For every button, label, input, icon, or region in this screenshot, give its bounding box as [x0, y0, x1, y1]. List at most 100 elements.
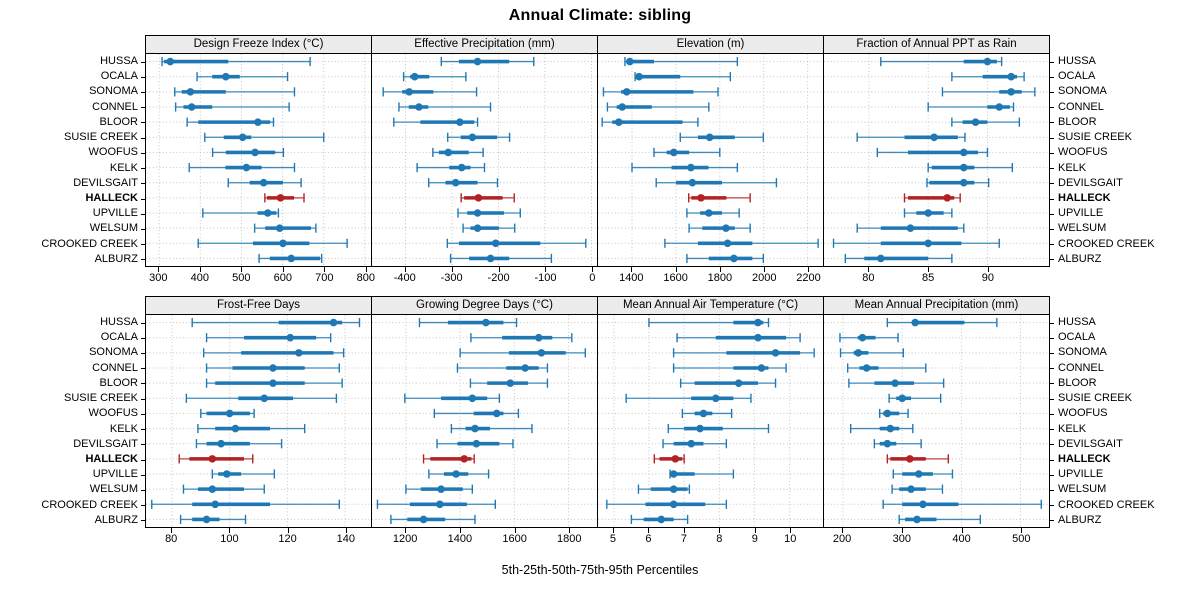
y-axis-tick: [1050, 429, 1054, 431]
station-label-crooked-creek: CROOKED CREEK: [1058, 237, 1155, 250]
median-dot: [415, 103, 423, 111]
station-label-bloor: BLOOR: [1058, 376, 1097, 389]
panel-strip-title: Design Freeze Index (°C): [145, 35, 372, 54]
series-woofus: [211, 147, 285, 158]
series-susie-creek: [625, 393, 752, 403]
station-label-sonoma: SONOMA: [89, 85, 138, 98]
station-label-woofus: WOOFUS: [88, 146, 139, 159]
median-dot: [622, 88, 631, 96]
series-alburz: [898, 514, 982, 525]
series-upville: [686, 208, 740, 218]
series-welsum: [891, 484, 944, 494]
series-hussa: [624, 56, 739, 67]
station-label-sonoma: SONOMA: [89, 346, 138, 359]
series-sonoma: [202, 348, 345, 358]
series-woofus: [876, 147, 989, 158]
median-dot: [913, 515, 921, 524]
median-dot: [854, 349, 863, 357]
x-tick-label: 2000: [751, 272, 777, 284]
y-axis-tick: [141, 137, 145, 139]
x-tick-label: 1400: [447, 533, 473, 545]
series-connel: [456, 363, 549, 373]
series-sonoma: [839, 348, 904, 358]
series-connel: [927, 102, 1015, 112]
x-tick-label: 400: [952, 533, 971, 545]
series-halleck: [422, 454, 475, 464]
x-tick: [282, 267, 284, 272]
series-woofus: [681, 408, 733, 419]
median-dot: [626, 57, 634, 66]
series-welsum: [637, 484, 691, 494]
median-dot: [263, 209, 272, 217]
y-axis-tick: [1050, 61, 1054, 63]
median-dot: [914, 470, 923, 478]
y-axis-tick: [141, 259, 145, 261]
x-tick-label: 300: [892, 533, 912, 545]
median-dot: [858, 333, 867, 342]
station-label-woofus: WOOFUS: [1058, 407, 1108, 420]
median-dot: [222, 72, 230, 81]
station-label-ocala: OCALA: [1058, 70, 1096, 83]
series-kelk: [450, 423, 533, 434]
median-dot: [771, 349, 780, 357]
y-axis-tick: [141, 107, 145, 109]
median-dot: [460, 455, 468, 463]
x-tick-label: 80: [165, 533, 178, 545]
series-upville: [669, 469, 735, 479]
series-connel: [846, 363, 927, 373]
series-bloor: [393, 117, 479, 127]
station-label-halleck: HALLECK: [1058, 452, 1111, 465]
y-axis-tick: [1050, 183, 1054, 185]
series-hussa: [880, 56, 1003, 67]
median-dot: [287, 254, 295, 263]
y-axis-tick: [1050, 244, 1054, 246]
station-labels-left: HUSSA OCALA SONOMA CONNEL BLOOR SUSIE CREEK WO…: [0, 296, 145, 547]
series-ocala: [951, 72, 1025, 82]
station-label-halleck: HALLECK: [1058, 191, 1111, 204]
median-dot: [722, 224, 730, 232]
x-tick-label: 300: [149, 272, 168, 284]
series-bloor: [848, 378, 945, 388]
station-label-connel: CONNEL: [1058, 361, 1104, 374]
panel-frost-free-days: Frost-Free Days 80 100 120 140: [145, 296, 372, 548]
series-woofus: [200, 408, 255, 419]
median-dot: [757, 364, 766, 372]
y-axis-tick: [141, 122, 145, 124]
median-dot: [238, 133, 247, 142]
x-tick-label: 700: [315, 272, 334, 284]
y-axis-tick: [1050, 198, 1054, 200]
median-dot: [705, 209, 713, 217]
series-connel: [174, 102, 290, 112]
y-axis-tick: [141, 322, 145, 324]
median-dot: [486, 254, 495, 263]
panel-strip-title: Mean Annual Precipitation (mm): [823, 296, 1050, 315]
series-connel: [398, 102, 492, 112]
median-dot: [669, 470, 678, 478]
series-devilsgait: [662, 439, 728, 449]
series-devilsgait: [195, 439, 283, 449]
median-dot: [711, 394, 720, 403]
series-ocala: [196, 72, 289, 82]
station-labels-right: HUSSA OCALA SONOMA CONNEL BLOOR SUSIE CREEK WO…: [1050, 296, 1197, 547]
median-dot: [891, 379, 899, 387]
series-sonoma: [174, 87, 296, 97]
median-dot: [457, 163, 466, 172]
x-tick-label: 6: [645, 533, 652, 545]
y-axis-tick: [141, 337, 145, 339]
x-tick: [345, 528, 347, 533]
station-label-susie-creek: SUSIE CREEK: [64, 392, 138, 405]
x-tick-label: 90: [981, 272, 994, 284]
station-label-upville: UPVILLE: [92, 468, 138, 481]
station-label-upville: UPVILLE: [92, 207, 138, 220]
median-dot: [419, 515, 428, 524]
station-label-susie-creek: SUSIE CREEK: [64, 131, 138, 144]
median-dot: [225, 409, 234, 418]
station-label-welsum: WELSUM: [1058, 483, 1107, 496]
median-dot: [657, 515, 666, 524]
station-label-connel: CONNEL: [92, 100, 138, 113]
station-label-welsum: WELSUM: [89, 483, 138, 496]
x-axis: 1200 1400 1600 1800: [371, 528, 598, 548]
series-devilsgait: [428, 178, 499, 188]
y-axis-tick: [141, 244, 145, 246]
